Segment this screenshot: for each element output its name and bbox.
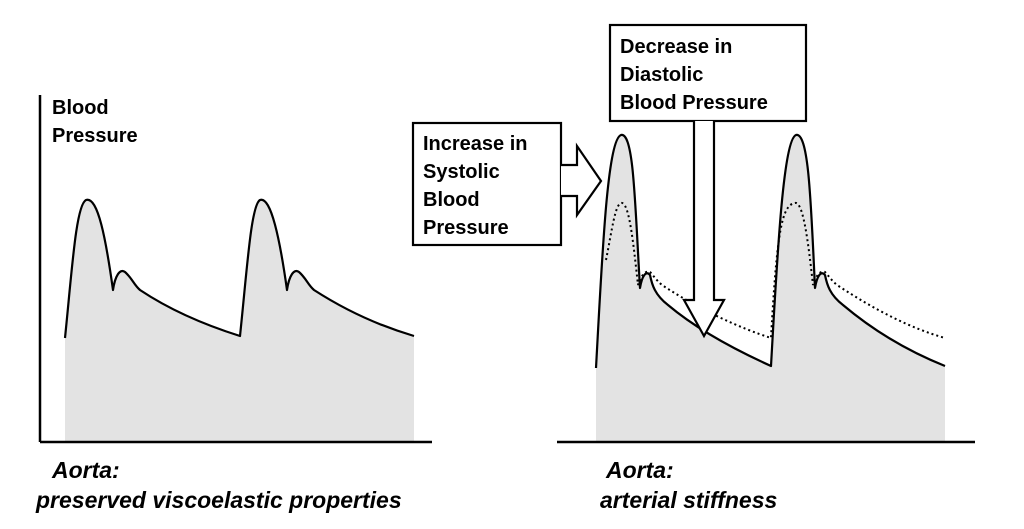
left-caption-line1: Aorta:	[51, 457, 120, 483]
systolic-label-line4: Pressure	[423, 217, 509, 239]
right-waveform-fill	[596, 134, 945, 442]
y-axis-label-line2: Pressure	[52, 125, 138, 147]
left-waveform-fill	[65, 199, 414, 442]
systolic-label-line1: Increase in	[423, 133, 528, 155]
systolic-label-line3: Blood	[423, 189, 480, 211]
diastolic-callout-box	[608, 23, 808, 123]
left-waveform-line	[63, 198, 415, 339]
systolic-arrow	[561, 142, 603, 219]
systolic-label-line2: Systolic	[423, 161, 500, 183]
left-caption-line2: preserved viscoelastic properties	[35, 487, 402, 513]
left-panel: Blood Pressure Aorta: preserved viscoela…	[35, 95, 432, 513]
systolic-callout-box	[411, 121, 563, 247]
right-reference-waveform	[605, 202, 946, 340]
diastolic-label-line2: Diastolic	[620, 64, 703, 86]
diastolic-arrow	[682, 121, 726, 339]
right-waveform-line	[594, 133, 946, 369]
right-caption-line2: arterial stiffness	[600, 487, 777, 513]
right-panel: Increase in Systolic Blood Pressure Decr…	[411, 23, 975, 513]
diastolic-label-line1: Decrease in	[620, 36, 732, 58]
right-caption-line1: Aorta:	[605, 457, 674, 483]
diastolic-label-line3: Blood Pressure	[620, 92, 768, 114]
y-axis-label-line1: Blood	[52, 97, 109, 119]
